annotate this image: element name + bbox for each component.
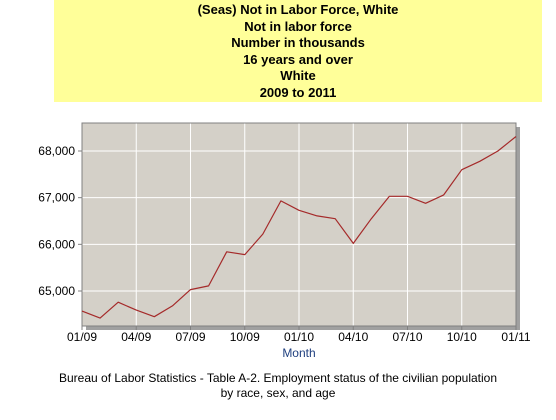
y-tick-label: 67,000 <box>38 191 75 205</box>
data-point <box>208 285 210 287</box>
y-tick-label: 68,000 <box>38 144 75 158</box>
x-axis-title: Month <box>282 346 315 360</box>
data-point <box>226 251 228 253</box>
data-point <box>117 301 119 303</box>
data-point <box>425 202 427 204</box>
x-tick-label: 01/09 <box>67 330 97 344</box>
data-point <box>479 160 481 162</box>
chart-title-line-6: 2009 to 2011 <box>259 84 337 100</box>
x-tick-label: 04/10 <box>338 330 368 344</box>
data-point <box>334 218 336 220</box>
data-point <box>407 195 409 197</box>
data-point <box>171 305 173 307</box>
x-tick-label: 01/10 <box>284 330 314 344</box>
x-tick-label: 01/11 <box>501 330 530 344</box>
y-tick-label: 66,000 <box>38 237 75 251</box>
data-point <box>135 309 137 311</box>
data-point <box>443 194 445 196</box>
data-point <box>190 289 192 291</box>
y-tick-label: 65,000 <box>38 284 75 298</box>
data-point <box>352 242 354 244</box>
data-point <box>388 195 390 197</box>
data-point <box>316 215 318 217</box>
series-line <box>81 136 517 319</box>
data-point <box>515 136 517 138</box>
source-note-line-2: by race, sex, and age <box>220 386 336 400</box>
data-point <box>262 233 264 235</box>
chart-title-line-5: White <box>280 68 316 83</box>
data-point <box>497 150 499 152</box>
x-tick-label: 10/09 <box>230 330 260 344</box>
source-note-line-1: Bureau of Labor Statistics - Table A-2. … <box>58 371 498 385</box>
data-point <box>99 317 101 319</box>
chart-title-line-3: Number in thousands <box>231 35 365 50</box>
x-tick-label: 07/10 <box>392 330 422 344</box>
line-chart: 65,000 66,000 67,000 68,000 01/09 04/09 07/09 1… <box>38 122 531 360</box>
x-tick-label: 10/10 <box>447 330 477 344</box>
data-point <box>244 254 246 256</box>
data-point <box>81 310 83 312</box>
data-point <box>280 200 282 202</box>
data-point <box>298 209 300 211</box>
x-tick-label: 07/09 <box>175 330 205 344</box>
data-point <box>370 218 372 220</box>
chart-title-line-2: Not in labor force <box>244 18 352 34</box>
chart-title-box: (Seas) Not in Labor Force, White Not in … <box>54 0 542 102</box>
x-tick-label: 04/09 <box>121 330 151 344</box>
data-point <box>461 169 463 171</box>
chart-title-line-4: 16 years and over <box>243 51 353 67</box>
data-point <box>153 316 155 318</box>
chart-title-line-1: (Seas) Not in Labor Force, White <box>197 2 399 17</box>
